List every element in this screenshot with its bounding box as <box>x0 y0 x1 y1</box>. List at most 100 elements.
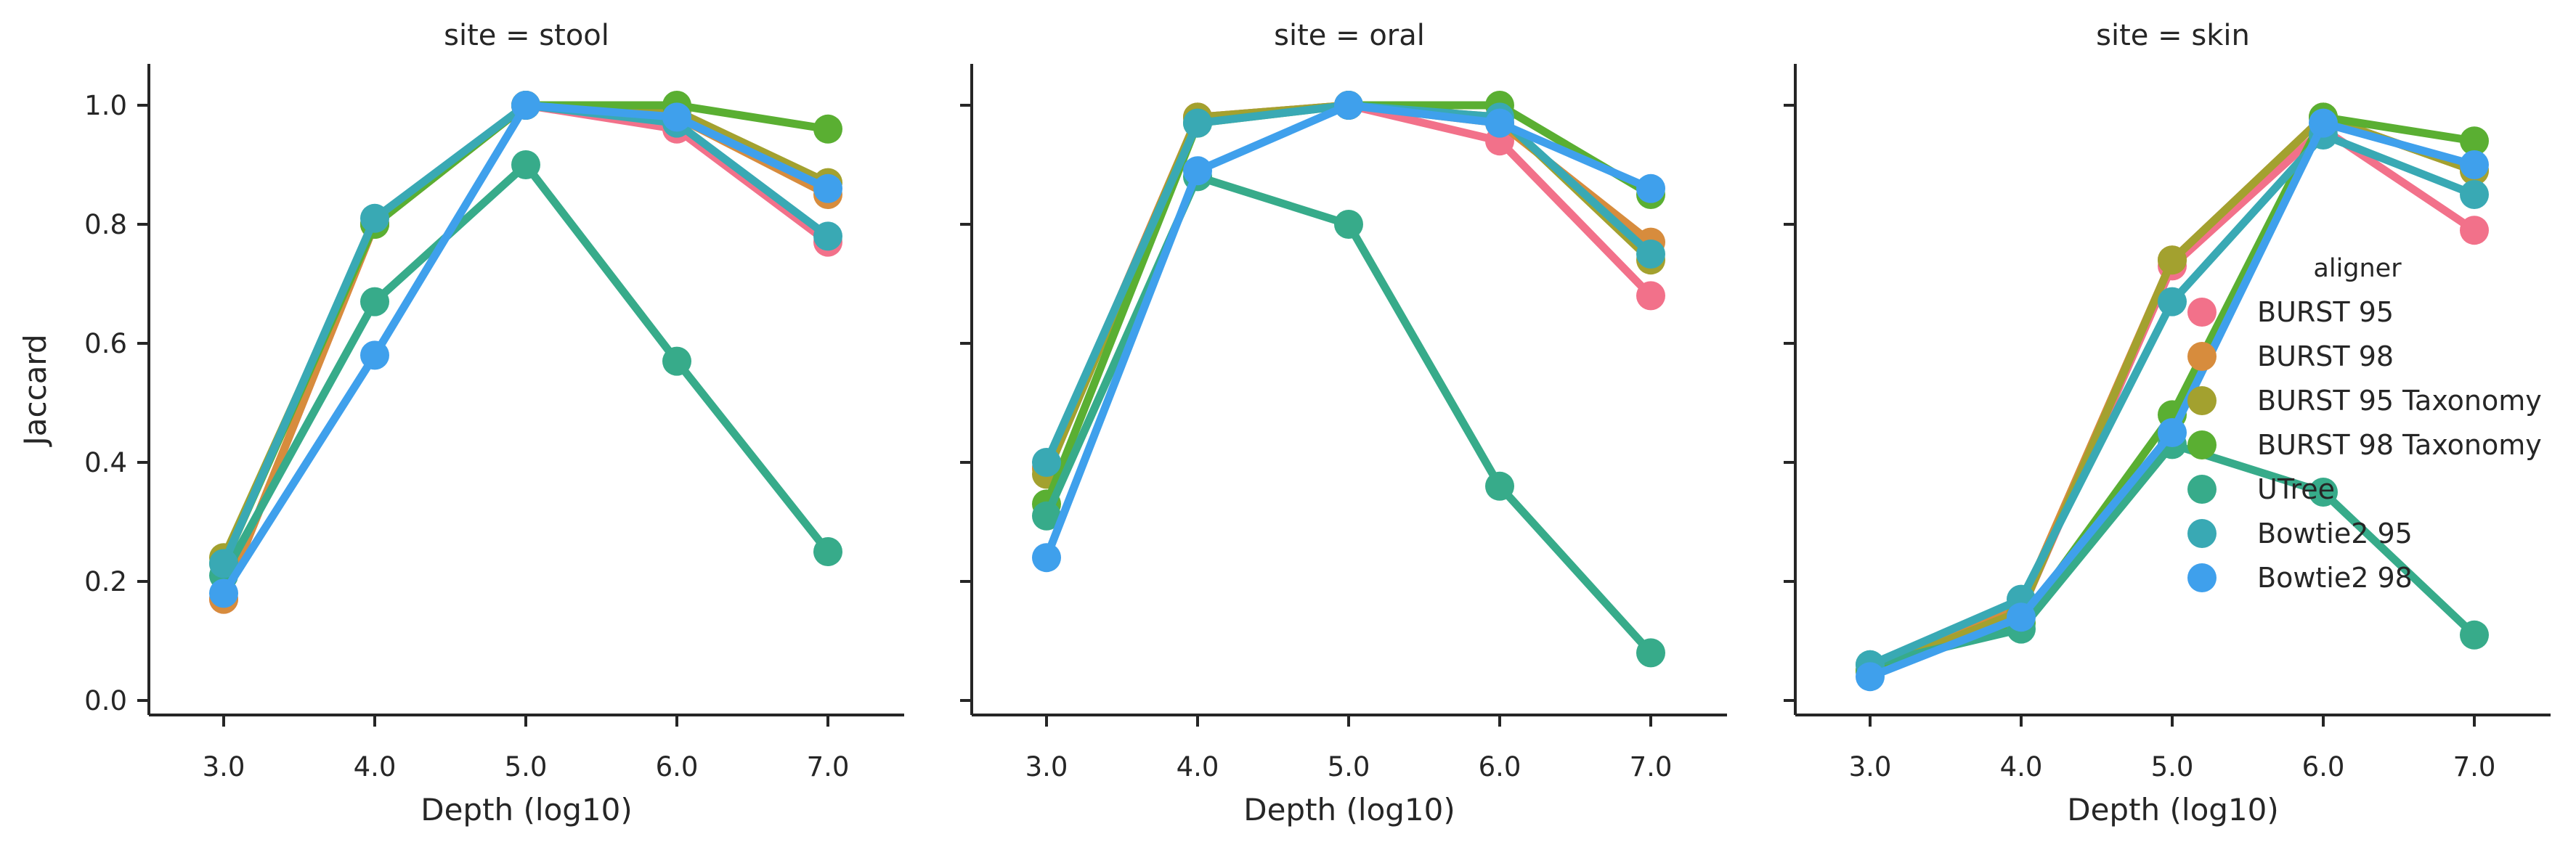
legend-marker <box>2187 386 2217 415</box>
x-tick-label: 3.0 <box>1849 751 1892 782</box>
legend-label: BURST 95 <box>2257 296 2394 328</box>
data-point <box>2007 602 2036 632</box>
data-point <box>813 114 842 144</box>
data-point <box>2309 108 2338 138</box>
legend-marker <box>2187 298 2217 327</box>
legend-label: BURST 98 <box>2257 340 2394 372</box>
data-point <box>662 346 691 376</box>
data-point <box>209 579 238 608</box>
data-point <box>1183 156 1212 186</box>
data-point <box>2309 478 2338 507</box>
data-point <box>1856 662 1885 692</box>
data-point <box>2158 245 2187 275</box>
x-axis-title: Depth (log10) <box>420 792 633 827</box>
y-tick-label: 0.4 <box>84 447 127 478</box>
x-tick-label: 5.0 <box>1328 751 1370 782</box>
data-point <box>209 549 238 579</box>
x-tick-label: 3.0 <box>1025 751 1068 782</box>
data-point <box>1334 91 1363 120</box>
data-point <box>2158 418 2187 447</box>
legend-label: UTree <box>2257 473 2335 505</box>
x-tick-label: 6.0 <box>656 751 699 782</box>
data-point <box>2460 126 2489 156</box>
legend-label: BURST 95 Taxonomy <box>2257 385 2542 417</box>
data-point <box>1032 543 1061 573</box>
data-point <box>360 287 389 316</box>
legend-entry: BURST 95 <box>2187 296 2394 328</box>
data-point <box>813 221 842 251</box>
legend-label: Bowtie2 95 <box>2257 518 2413 549</box>
data-point <box>511 91 540 120</box>
data-point <box>2460 150 2489 179</box>
x-axis-title: Depth (log10) <box>1243 792 1455 827</box>
legend-entry: BURST 98 <box>2187 340 2394 372</box>
legend-marker <box>2187 430 2217 459</box>
legend-entry: Bowtie2 95 <box>2187 518 2413 549</box>
legend-marker <box>2187 342 2217 371</box>
data-point <box>1032 501 1061 531</box>
data-point <box>511 150 540 179</box>
series-line <box>1042 101 1655 478</box>
data-point <box>2460 620 2489 650</box>
panel-title: site = oral <box>1274 19 1425 52</box>
series-line <box>1042 101 1655 473</box>
data-point <box>1485 471 1514 501</box>
y-tick-label: 0.0 <box>84 685 127 716</box>
data-point <box>2158 287 2187 316</box>
legend-entry: UTree <box>2187 473 2335 505</box>
series-line <box>1042 101 1655 473</box>
legend-label: BURST 98 Taxonomy <box>2257 429 2542 461</box>
x-tick-label: 5.0 <box>505 751 548 782</box>
x-tick-label: 7.0 <box>1630 751 1673 782</box>
legend-entry: BURST 98 Taxonomy <box>2187 429 2542 461</box>
legend-marker <box>2187 475 2217 504</box>
data-point <box>662 102 691 132</box>
y-axis-title: Jaccard <box>17 334 53 447</box>
x-tick-label: 7.0 <box>2453 751 2496 782</box>
data-point <box>813 173 842 203</box>
x-tick-label: 6.0 <box>1479 751 1521 782</box>
data-point <box>1636 173 1665 203</box>
data-point <box>1636 281 1665 311</box>
panel-title: site = skin <box>2096 19 2250 52</box>
series-bowtie2-98 <box>209 91 842 608</box>
x-tick-label: 5.0 <box>2151 751 2194 782</box>
x-axis-title: Depth (log10) <box>2067 792 2279 827</box>
series-bowtie2-98 <box>1856 108 2489 692</box>
series-utree <box>1032 162 1665 668</box>
data-point <box>813 537 842 566</box>
data-point <box>360 340 389 370</box>
data-point <box>1032 448 1061 477</box>
series-bowtie2-98 <box>1032 91 1665 573</box>
data-point <box>2460 180 2489 209</box>
data-point <box>1485 108 1514 138</box>
legend-marker <box>2187 563 2217 592</box>
data-point <box>1334 210 1363 239</box>
y-tick-label: 1.0 <box>84 90 127 121</box>
legend-marker <box>2187 519 2217 548</box>
facet-panel-3: site = skin 3.0 4.0 5.0 6.0 7.0 Depth (log10) <box>1784 19 2551 827</box>
x-tick-label: 7.0 <box>807 751 850 782</box>
x-tick-label: 4.0 <box>1177 751 1219 782</box>
legend-title: aligner <box>2313 254 2402 283</box>
y-tick-label: 0.2 <box>84 566 127 597</box>
data-point <box>2460 216 2489 245</box>
facet-panel-2: site = oral 3.0 4.0 5.0 6.0 7.0 Depth (log10) <box>960 19 1727 827</box>
data-point <box>1183 108 1212 138</box>
legend-entry: BURST 95 Taxonomy <box>2187 385 2542 417</box>
data-point <box>1636 240 1665 269</box>
x-tick-label: 4.0 <box>354 751 397 782</box>
data-point <box>360 203 389 233</box>
y-tick-label: 0.6 <box>84 328 127 359</box>
legend-label: Bowtie2 98 <box>2257 562 2413 594</box>
facet-panel-1: site = stool 0.0 0.2 0.4 0.6 0.8 1.0 3.0 4.0 5.0 6… <box>84 19 904 827</box>
y-tick-label: 0.8 <box>84 209 127 240</box>
legend-entry: Bowtie2 98 <box>2187 562 2413 594</box>
data-point <box>1636 638 1665 668</box>
x-tick-label: 3.0 <box>203 751 245 782</box>
legend: aligner BURST 95 BURST 98 BURST 95 Taxonomy… <box>2187 254 2542 594</box>
x-tick-label: 6.0 <box>2302 751 2345 782</box>
x-tick-label: 4.0 <box>2000 751 2043 782</box>
panel-title: site = stool <box>444 19 609 52</box>
